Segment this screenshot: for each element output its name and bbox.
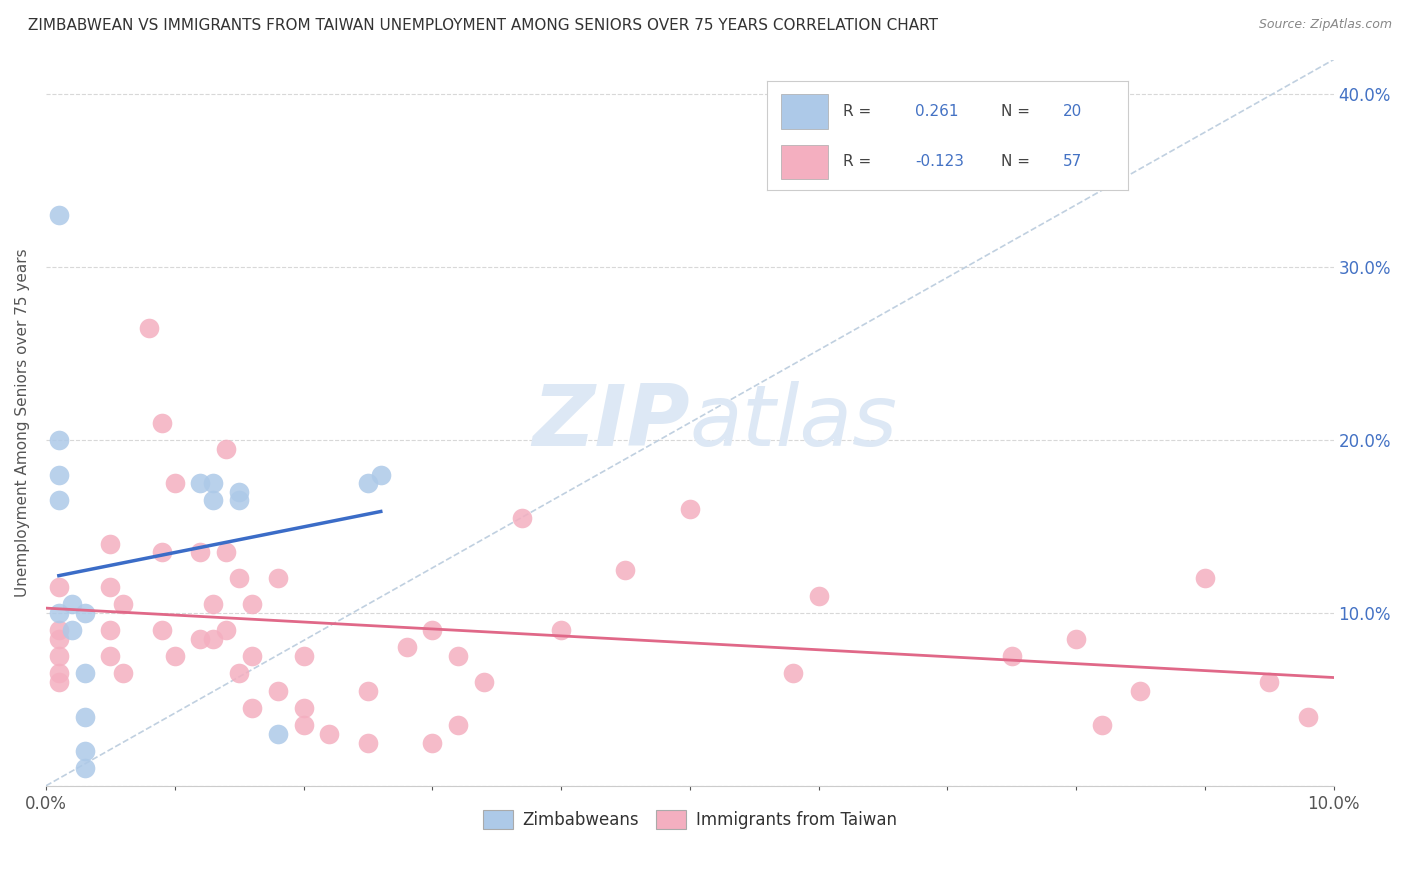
Point [98,537,121,551]
Point [190,476,212,491]
Text: atlas: atlas [690,381,898,464]
Point [48,632,70,646]
Point [357,735,380,749]
Point [215,442,238,456]
Point [48,208,70,222]
Text: ZIMBABWEAN VS IMMIGRANTS FROM TAIWAN UNEMPLOYMENT AMONG SENIORS OVER 75 YEARS CO: ZIMBABWEAN VS IMMIGRANTS FROM TAIWAN UNE… [28,18,938,33]
Point [267,727,290,741]
Point [73,744,96,758]
Point [48,623,70,637]
Text: ZIP: ZIP [533,381,690,464]
Point [472,675,495,690]
Point [202,632,225,646]
Point [98,580,121,594]
Point [150,623,173,637]
Point [420,623,443,637]
Point [48,580,70,594]
Point [48,675,70,690]
Point [240,597,263,611]
Point [150,416,173,430]
Point [1001,649,1024,664]
Point [292,649,315,664]
Point [202,476,225,491]
Point [228,493,250,508]
Point [138,320,160,334]
Point [292,718,315,732]
Point [202,597,225,611]
Point [228,484,250,499]
Point [215,623,238,637]
Point [357,476,380,491]
Point [202,493,225,508]
Point [318,727,340,741]
Point [512,510,534,524]
Point [98,649,121,664]
Point [240,701,263,715]
Point [48,666,70,681]
Point [1064,632,1087,646]
Point [48,493,70,508]
Point [163,649,186,664]
Point [190,632,212,646]
Point [112,597,135,611]
Point [1296,709,1319,723]
Point [150,545,173,559]
Point [228,666,250,681]
Point [447,718,470,732]
Point [292,701,315,715]
Point [98,623,121,637]
Point [1258,675,1281,690]
Point [60,623,83,637]
Point [48,649,70,664]
Point [357,683,380,698]
Point [163,476,186,491]
Point [420,735,443,749]
Point [60,597,83,611]
Point [370,467,392,482]
Point [807,589,830,603]
Point [73,709,96,723]
Point [550,623,572,637]
Point [190,545,212,559]
Text: Source: ZipAtlas.com: Source: ZipAtlas.com [1258,18,1392,31]
Point [267,683,290,698]
Point [782,666,804,681]
Point [240,649,263,664]
Point [48,467,70,482]
Point [267,571,290,585]
Legend: Zimbabweans, Immigrants from Taiwan: Zimbabweans, Immigrants from Taiwan [477,803,904,836]
Point [1091,718,1114,732]
Point [228,571,250,585]
Y-axis label: Unemployment Among Seniors over 75 years: Unemployment Among Seniors over 75 years [15,248,30,597]
Point [447,649,470,664]
Point [73,762,96,776]
Point [73,666,96,681]
Point [679,502,702,516]
Point [215,545,238,559]
Point [614,563,637,577]
Point [112,666,135,681]
Point [48,606,70,620]
Point [48,433,70,447]
Point [1194,571,1216,585]
Point [1129,683,1152,698]
Point [73,606,96,620]
Point [395,640,418,655]
